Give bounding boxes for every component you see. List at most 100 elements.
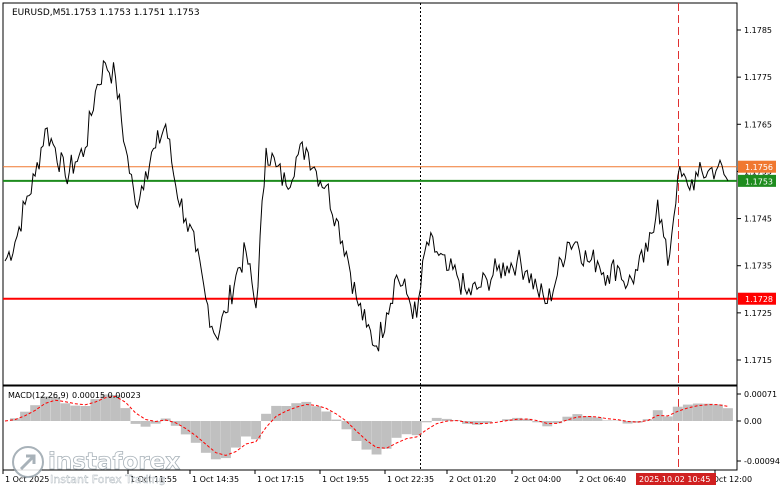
time-tick-label: 1 Oct 11:55	[130, 475, 177, 484]
macd-tick-label: -0.00094	[744, 457, 780, 466]
price-tick-label: 1.1735	[744, 262, 772, 271]
time-tick-label: 2 Oct 01:20	[449, 475, 496, 484]
level-price-tag	[738, 292, 776, 305]
macd-bar	[331, 419, 342, 421]
current-time-label: 2025.10.02 10:45	[639, 475, 710, 484]
macd-label: MACD(12,26,9)	[8, 391, 69, 400]
macd-bar	[391, 421, 402, 438]
macd-bar	[190, 421, 201, 443]
macd-bar	[713, 404, 723, 421]
macd-plot	[4, 394, 733, 460]
level-price-label: 1.1753	[745, 177, 773, 186]
price-panel[interactable]	[2, 2, 738, 386]
macd-bar	[441, 418, 452, 421]
macd-bar	[532, 421, 543, 423]
macd-tick-label: 0.00	[744, 417, 762, 426]
symbol-label: EURUSD,M5	[12, 8, 66, 18]
macd-bar	[351, 421, 362, 441]
macd-bar	[421, 421, 432, 423]
macd-bar	[361, 421, 372, 450]
macd-bar	[60, 403, 71, 421]
macd-bar	[602, 420, 613, 421]
macd-bar	[241, 421, 251, 437]
macd-bar	[200, 421, 211, 453]
macd-bar	[90, 399, 101, 421]
level-price-label: 1.1728	[745, 295, 773, 304]
macd-bar	[572, 414, 583, 421]
macd-bar	[582, 416, 593, 421]
macd-bar	[502, 419, 512, 421]
instaforex-logo: instaforex Instant Forex Trading	[12, 446, 181, 486]
macd-bar	[562, 416, 573, 421]
price-plot	[3, 59, 737, 352]
macd-bar	[271, 405, 282, 421]
macd-bar	[622, 421, 633, 424]
time-tick-label: 2 Oct 12:00	[705, 475, 752, 484]
ohlc-label: 1.1753 1.1753 1.1751 1.1753	[65, 8, 200, 18]
macd-bar	[381, 421, 392, 449]
price-tick-label: 1.1725	[744, 309, 772, 318]
macd-bar	[321, 411, 332, 421]
macd-bar	[703, 403, 713, 421]
macd-bar	[723, 408, 733, 421]
macd-bar	[632, 421, 643, 423]
macd-bar	[371, 421, 382, 455]
macd-bar	[522, 418, 533, 421]
price-tick-label: 1.1785	[744, 26, 772, 35]
level-price-label: 1.1756	[745, 163, 773, 172]
price-tick-label: 1.1745	[744, 215, 772, 224]
macd-bar	[251, 421, 261, 440]
macd-bar	[592, 417, 603, 421]
price-tick-label: 1.1765	[744, 120, 772, 129]
macd-bar	[130, 421, 141, 424]
axes: 1.17851.17751.17651.17551.17451.17351.17…	[2, 26, 780, 485]
macd-bar	[542, 421, 553, 427]
level-price-tag	[738, 174, 776, 187]
brand-text: instaforex	[48, 449, 180, 475]
macd-bar	[80, 406, 91, 421]
macd-bar	[150, 421, 161, 424]
macd-bar	[612, 420, 623, 421]
price-line[interactable]	[4, 59, 729, 352]
price-tick-label: 1.1715	[744, 356, 772, 365]
macd-bar	[120, 408, 131, 421]
macd-bar	[672, 406, 683, 421]
price-tick-label: 1.1775	[744, 73, 772, 82]
time-tick-label: 1 Oct 2025	[5, 475, 49, 484]
macd-bar	[411, 421, 422, 436]
tagline-text: Instant Forex Trading	[50, 473, 166, 486]
macd-bar	[221, 421, 231, 459]
macd-bar	[291, 403, 302, 421]
macd-bar	[210, 421, 221, 460]
time-tick-label: 1 Oct 22:35	[387, 475, 434, 484]
macd-bar	[301, 401, 312, 421]
macd-bar	[231, 421, 241, 448]
time-tick-label: 2 Oct 04:00	[514, 475, 561, 484]
macd-signal-line	[4, 395, 729, 456]
time-tick-label: 2 Oct 06:40	[579, 475, 626, 484]
macd-bar	[662, 416, 673, 421]
time-tick-label: 1 Oct 17:15	[257, 475, 304, 484]
macd-bar	[140, 421, 151, 427]
macd-bar	[110, 395, 121, 421]
current-time-tag	[636, 473, 716, 485]
macd-bar	[311, 406, 322, 421]
macd-values: 0.00015 0.00023	[72, 391, 141, 400]
macd-bar	[552, 421, 563, 424]
macd-bar	[401, 421, 412, 435]
macd-bar	[472, 421, 482, 425]
macd-bar	[341, 421, 352, 430]
macd-bar	[100, 394, 111, 421]
macd-bar	[692, 403, 703, 421]
macd-bar	[431, 417, 442, 421]
macd-bar	[281, 406, 292, 421]
macd-bar	[180, 421, 191, 435]
level-price-tag	[738, 160, 776, 173]
macd-bar	[20, 411, 30, 421]
macd-bar	[30, 405, 41, 421]
macd-bar	[50, 397, 61, 421]
macd-tick-label: 0.00071	[744, 390, 777, 399]
time-tick-label: 1 Oct 19:55	[322, 475, 369, 484]
